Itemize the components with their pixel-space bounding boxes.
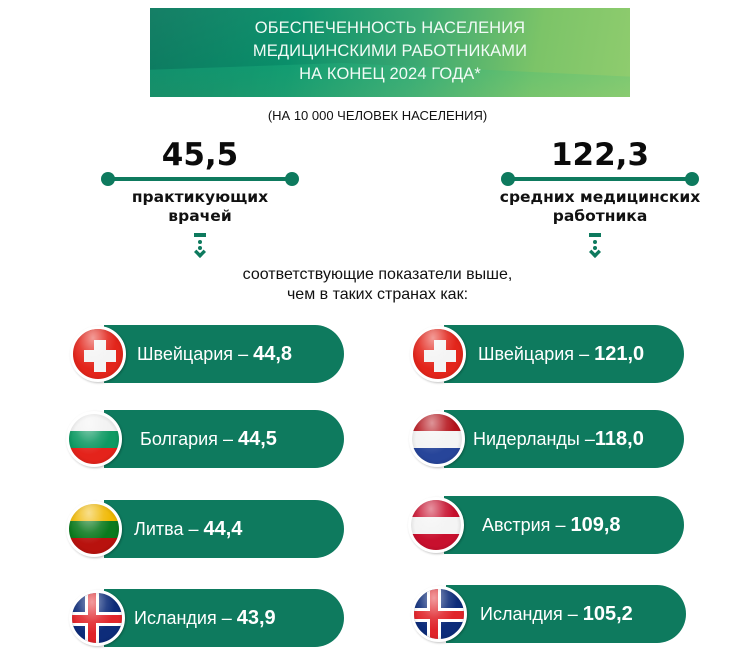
country-name: Исландия xyxy=(134,608,217,628)
stat-divider xyxy=(101,172,299,186)
country-item: Швейцария – 121,0 xyxy=(410,325,690,383)
stat-label-line: практикующих xyxy=(131,188,269,206)
country-pill xyxy=(104,410,344,468)
arrow-down-icon xyxy=(587,233,603,259)
country-label: Нидерланды –118,0 xyxy=(473,410,644,468)
separator: – xyxy=(579,429,595,449)
country-pill xyxy=(104,589,344,647)
title-banner: ОБЕСПЕЧЕННОСТЬ НАСЕЛЕНИЯ МЕДИЦИНСКИМИ РА… xyxy=(150,8,630,97)
banner-title-line-1: ОБЕСПЕЧЕННОСТЬ НАСЕЛЕНИЯ xyxy=(254,19,526,37)
stat-label-line: работника xyxy=(552,207,648,225)
country-name: Швейцария xyxy=(137,344,234,364)
country-item: Исландия – 105,2 xyxy=(410,585,690,643)
netherlands-flag-icon xyxy=(409,411,465,467)
country-pill xyxy=(444,325,684,383)
country-value: 105,2 xyxy=(582,603,633,625)
stat-doctors-value: 45,5 xyxy=(161,137,239,173)
country-item: Болгария – 44,5 xyxy=(66,410,348,468)
separator: – xyxy=(183,519,204,539)
separator: – xyxy=(562,604,583,624)
country-label: Швейцария – 44,8 xyxy=(137,325,292,383)
country-value: 121,0 xyxy=(594,343,645,365)
banner-title-line-3: НА КОНЕЦ 2024 ГОДА* xyxy=(299,65,481,83)
comparison-caption-line: соответствующие показатели выше, xyxy=(242,266,513,283)
country-item: Австрия – 109,8 xyxy=(408,496,690,554)
banner-title: ОБЕСПЕЧЕННОСТЬ НАСЕЛЕНИЯ МЕДИЦИНСКИМИ РА… xyxy=(150,17,630,86)
country-name: Австрия xyxy=(482,515,551,535)
separator: – xyxy=(216,608,237,628)
lithuania-flag-icon xyxy=(66,501,122,557)
country-pill xyxy=(444,410,684,468)
country-label: Литва – 44,4 xyxy=(134,500,242,558)
country-name: Нидерланды xyxy=(473,429,580,449)
country-name: Исландия xyxy=(480,604,563,624)
stat-doctors: 45,5 практикующих врачей xyxy=(100,138,300,226)
country-item: Швейцария – 44,8 xyxy=(68,325,348,383)
country-value: 43,9 xyxy=(236,607,276,629)
stat-divider xyxy=(501,172,699,186)
austria-flag-icon xyxy=(408,497,464,553)
country-label: Швейцария – 121,0 xyxy=(478,325,644,383)
arrow-down-icon xyxy=(192,233,208,259)
country-item: Исландия – 43,9 xyxy=(68,589,348,647)
country-value: 44,8 xyxy=(253,343,293,365)
comparison-caption: соответствующие показатели выше, чем в т… xyxy=(0,265,755,305)
country-pill xyxy=(104,325,344,383)
country-name: Швейцария xyxy=(478,344,575,364)
separator: – xyxy=(233,344,254,364)
country-value: 118,0 xyxy=(594,428,644,450)
country-value: 109,8 xyxy=(570,514,621,536)
stat-nurses: 122,3 средних медицинских работника xyxy=(470,138,730,226)
stat-label-line: врачей xyxy=(168,207,232,225)
country-pill xyxy=(446,585,686,643)
country-pill xyxy=(444,496,684,554)
bulgaria-flag-icon xyxy=(66,411,122,467)
country-name: Болгария xyxy=(140,429,218,449)
stat-label-line: средних медицинских xyxy=(499,188,701,206)
iceland-flag-icon xyxy=(69,590,125,646)
country-value: 44,4 xyxy=(203,518,243,540)
country-label: Исландия – 43,9 xyxy=(134,589,276,647)
stat-nurses-label: средних медицинских работника xyxy=(470,188,730,226)
country-value: 44,5 xyxy=(237,428,277,450)
country-pill xyxy=(104,500,344,558)
country-name: Литва xyxy=(134,519,184,539)
country-label: Болгария – 44,5 xyxy=(140,410,277,468)
banner-title-line-2: МЕДИЦИНСКИМИ РАБОТНИКАМИ xyxy=(252,42,528,60)
separator: – xyxy=(217,429,238,449)
separator: – xyxy=(550,515,571,535)
stat-nurses-value: 122,3 xyxy=(550,137,650,173)
switzerland-flag-icon xyxy=(410,326,466,382)
country-item: Литва – 44,4 xyxy=(66,500,348,558)
country-label: Австрия – 109,8 xyxy=(482,496,621,554)
country-label: Исландия – 105,2 xyxy=(480,585,633,643)
country-item: Нидерланды –118,0 xyxy=(409,410,690,468)
switzerland-flag-icon xyxy=(70,326,126,382)
comparison-caption-line: чем в таких странах как: xyxy=(286,286,469,303)
separator: – xyxy=(574,344,595,364)
subtitle: (НА 10 000 ЧЕЛОВЕК НАСЕЛЕНИЯ) xyxy=(267,108,488,123)
iceland-flag-icon xyxy=(411,586,467,642)
stat-doctors-label: практикующих врачей xyxy=(100,188,300,226)
